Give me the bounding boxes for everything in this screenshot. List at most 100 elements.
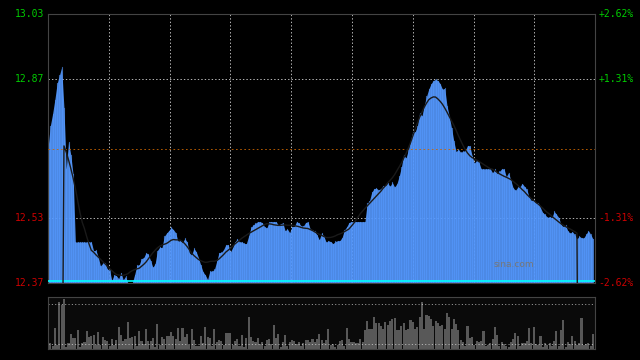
Bar bbox=[439, 326, 441, 349]
Bar bbox=[170, 332, 172, 349]
Bar bbox=[195, 346, 197, 349]
Bar bbox=[484, 346, 487, 349]
Bar bbox=[218, 341, 220, 349]
Bar bbox=[129, 338, 131, 349]
Bar bbox=[419, 317, 420, 349]
Bar bbox=[567, 342, 569, 349]
Bar bbox=[111, 339, 113, 349]
Bar bbox=[505, 346, 508, 349]
Bar bbox=[512, 339, 514, 349]
Bar bbox=[186, 334, 188, 349]
Bar bbox=[227, 333, 229, 349]
Bar bbox=[503, 344, 505, 349]
Bar bbox=[407, 329, 409, 349]
Bar bbox=[229, 333, 232, 349]
Bar bbox=[52, 346, 54, 349]
Bar bbox=[216, 342, 218, 349]
Bar bbox=[204, 327, 206, 349]
Bar bbox=[421, 302, 423, 349]
Bar bbox=[314, 342, 316, 349]
Bar bbox=[548, 342, 550, 349]
Text: 12.87: 12.87 bbox=[15, 75, 45, 84]
Bar bbox=[86, 332, 88, 349]
Bar bbox=[474, 345, 476, 349]
Bar bbox=[371, 329, 372, 349]
Bar bbox=[428, 316, 430, 349]
Bar bbox=[496, 335, 498, 349]
Bar bbox=[588, 343, 589, 349]
Bar bbox=[468, 338, 471, 349]
Bar bbox=[200, 337, 202, 349]
Bar bbox=[453, 319, 455, 349]
Bar bbox=[131, 337, 133, 349]
Bar bbox=[492, 339, 493, 349]
Bar bbox=[332, 345, 334, 349]
Bar bbox=[537, 345, 540, 349]
Bar bbox=[125, 339, 127, 349]
Bar bbox=[532, 327, 534, 349]
Bar bbox=[394, 318, 396, 349]
Bar bbox=[266, 341, 268, 349]
Bar bbox=[213, 329, 216, 349]
Bar bbox=[521, 343, 524, 349]
Bar bbox=[147, 341, 149, 349]
Bar bbox=[241, 336, 243, 349]
Bar bbox=[245, 338, 248, 349]
Bar bbox=[102, 337, 104, 349]
Bar bbox=[202, 343, 204, 349]
Bar bbox=[56, 345, 58, 349]
Bar bbox=[446, 313, 448, 349]
Bar bbox=[589, 346, 591, 349]
Bar bbox=[150, 341, 152, 349]
Bar bbox=[515, 333, 516, 349]
Bar bbox=[316, 339, 318, 349]
Bar bbox=[348, 339, 350, 349]
Bar bbox=[120, 334, 122, 349]
Bar bbox=[286, 346, 289, 349]
Bar bbox=[264, 346, 266, 349]
Bar bbox=[458, 329, 460, 349]
Bar bbox=[364, 330, 366, 349]
Bar bbox=[373, 317, 375, 349]
Bar bbox=[268, 339, 270, 349]
Bar bbox=[293, 341, 295, 349]
Bar bbox=[81, 343, 83, 349]
Bar bbox=[592, 334, 594, 349]
Bar bbox=[426, 315, 428, 349]
Bar bbox=[478, 342, 480, 349]
Text: 12.37: 12.37 bbox=[15, 278, 45, 288]
Bar bbox=[387, 325, 388, 349]
Text: +1.31%: +1.31% bbox=[598, 75, 634, 84]
Bar bbox=[54, 328, 56, 349]
Bar bbox=[122, 341, 124, 349]
Bar bbox=[280, 347, 282, 349]
Bar bbox=[334, 347, 336, 349]
Bar bbox=[499, 346, 500, 349]
Bar bbox=[273, 325, 275, 349]
Bar bbox=[93, 335, 95, 349]
Bar bbox=[113, 345, 115, 349]
Text: -2.62%: -2.62% bbox=[598, 278, 634, 288]
Bar bbox=[444, 329, 445, 349]
Text: sina.com: sina.com bbox=[494, 260, 534, 269]
Bar bbox=[350, 342, 352, 349]
Bar bbox=[307, 340, 309, 349]
Bar bbox=[500, 342, 503, 349]
Bar bbox=[346, 328, 348, 349]
Bar bbox=[382, 329, 384, 349]
Bar bbox=[61, 305, 63, 349]
Text: -1.31%: -1.31% bbox=[598, 213, 634, 222]
Bar bbox=[257, 338, 259, 349]
Bar bbox=[389, 321, 391, 349]
Bar bbox=[432, 327, 435, 349]
Bar bbox=[250, 337, 252, 349]
Bar bbox=[398, 330, 400, 349]
Bar bbox=[435, 321, 436, 349]
Bar bbox=[337, 345, 339, 349]
Bar bbox=[225, 333, 227, 349]
Bar bbox=[261, 342, 263, 349]
Bar bbox=[464, 346, 467, 349]
Bar bbox=[480, 341, 482, 349]
Bar bbox=[519, 346, 521, 349]
Bar bbox=[451, 329, 452, 349]
